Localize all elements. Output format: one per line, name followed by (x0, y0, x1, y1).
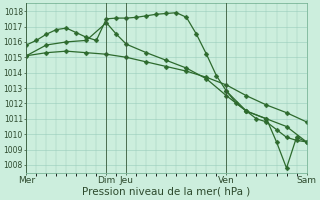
X-axis label: Pression niveau de la mer( hPa ): Pression niveau de la mer( hPa ) (82, 187, 251, 197)
